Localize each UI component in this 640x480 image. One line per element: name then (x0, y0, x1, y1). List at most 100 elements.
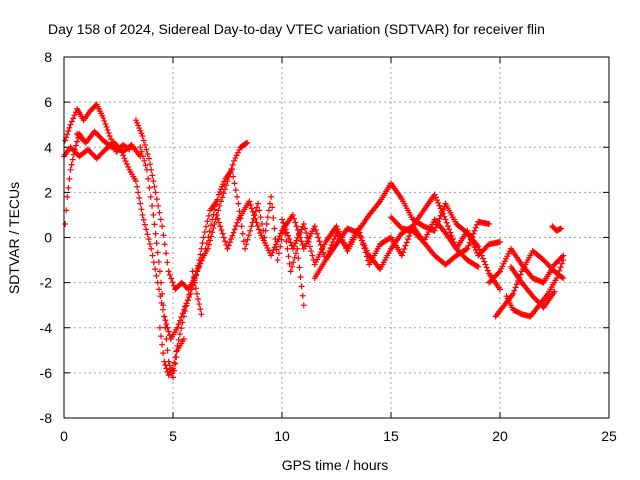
data-point (159, 341, 166, 348)
data-point (207, 237, 214, 244)
data-point (475, 243, 482, 250)
data-point (262, 227, 269, 234)
data-point (151, 221, 158, 228)
data-point (274, 238, 281, 245)
data-point (436, 202, 443, 209)
y-tick-label: -4 (40, 320, 53, 336)
data-point (209, 229, 216, 236)
data-point (200, 252, 207, 259)
data-point (178, 325, 185, 332)
data-point (466, 239, 473, 246)
data-point (160, 302, 167, 309)
data-point (231, 180, 238, 187)
data-point (232, 222, 239, 229)
data-point (70, 151, 77, 158)
data-point (71, 146, 78, 153)
data-point (181, 282, 188, 289)
data-point (297, 273, 304, 280)
data-point (289, 211, 296, 218)
data-point (205, 234, 212, 241)
data-point (138, 130, 145, 137)
data-point (170, 365, 176, 372)
data-point (253, 219, 260, 226)
data-point (463, 246, 470, 253)
data-point (173, 348, 180, 355)
data-point (287, 268, 294, 275)
data-point (145, 236, 152, 243)
x-tick-label: 20 (492, 428, 508, 444)
data-point (147, 161, 154, 168)
data-point (217, 198, 224, 205)
data-point (480, 255, 487, 262)
data-point (231, 157, 238, 164)
data-point (118, 149, 125, 156)
data-point (229, 232, 236, 239)
data-point (191, 279, 198, 286)
data-point (120, 152, 127, 159)
data-point (104, 126, 111, 133)
data-point (256, 207, 263, 214)
data-point (556, 267, 563, 274)
data-point (253, 204, 260, 211)
data-point (241, 245, 248, 252)
data-point (156, 324, 163, 331)
data-point (134, 119, 141, 126)
data-point (62, 137, 69, 144)
data-point (220, 190, 227, 197)
data-point (103, 123, 110, 130)
data-point (243, 241, 250, 248)
data-point (294, 234, 301, 241)
data-point (308, 248, 315, 255)
data-point (214, 196, 221, 203)
data-point (269, 249, 276, 256)
data-point (247, 201, 254, 208)
data-point (215, 191, 222, 198)
data-point (71, 112, 78, 119)
data-point (255, 200, 262, 207)
data-point (298, 226, 305, 233)
data-point (495, 269, 502, 276)
data-point (234, 149, 241, 156)
data-point (230, 229, 237, 236)
data-point (234, 193, 241, 200)
data-point (267, 200, 274, 207)
data-point (123, 161, 130, 168)
data-point (65, 184, 72, 191)
data-point (512, 284, 519, 291)
data-point (195, 265, 202, 272)
data-point (164, 347, 171, 354)
data-point (464, 245, 471, 252)
data-point (108, 136, 115, 143)
data-point (275, 236, 282, 243)
data-point (216, 202, 223, 209)
data-point (290, 259, 297, 266)
data-point (291, 215, 298, 222)
data-point (74, 138, 81, 145)
data-point (245, 232, 252, 239)
data-point (478, 252, 485, 259)
data-point (211, 220, 218, 227)
data-point (404, 236, 411, 243)
data-point (224, 245, 231, 252)
data-point (179, 319, 186, 326)
data-point (208, 233, 215, 240)
data-point (476, 246, 483, 253)
y-tick-label: -6 (40, 365, 53, 381)
data-point (340, 239, 347, 246)
data-point (475, 263, 482, 270)
data-point (101, 117, 108, 124)
data-point (213, 201, 220, 208)
data-point (300, 220, 307, 227)
data-point (484, 267, 491, 274)
data-point (202, 245, 209, 252)
data-point (298, 238, 305, 245)
data-point (66, 175, 73, 182)
data-point (165, 328, 172, 335)
data-point (161, 313, 168, 320)
data-point (240, 238, 247, 245)
data-point (551, 288, 558, 295)
data-point (431, 191, 438, 198)
data-point (204, 218, 211, 225)
data-point (275, 250, 282, 257)
